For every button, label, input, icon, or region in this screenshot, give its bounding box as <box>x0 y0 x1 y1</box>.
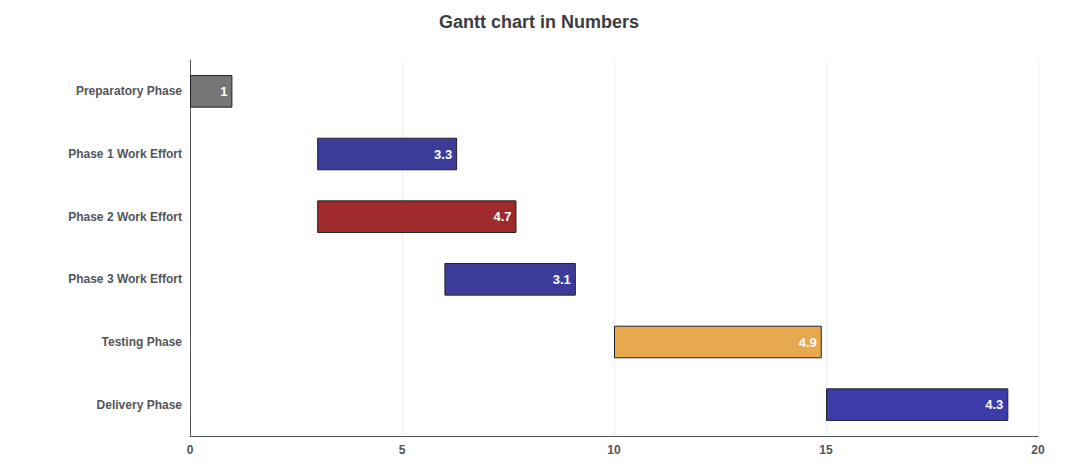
svg-text:Testing Phase: Testing Phase <box>102 335 183 349</box>
svg-text:Preparatory Phase: Preparatory Phase <box>76 84 182 98</box>
svg-text:20: 20 <box>1031 443 1045 457</box>
svg-text:4.7: 4.7 <box>493 209 511 224</box>
svg-text:1: 1 <box>220 84 227 99</box>
svg-text:Phase 3 Work Effort: Phase 3 Work Effort <box>68 272 182 286</box>
svg-text:10: 10 <box>607 443 621 457</box>
svg-text:Delivery Phase: Delivery Phase <box>97 398 183 412</box>
svg-text:Phase 1 Work Effort: Phase 1 Work Effort <box>68 147 182 161</box>
svg-text:Phase 2 Work Effort: Phase 2 Work Effort <box>68 210 182 224</box>
svg-text:Gantt chart in Numbers: Gantt chart in Numbers <box>439 12 639 32</box>
svg-text:3.3: 3.3 <box>434 147 452 162</box>
svg-text:0: 0 <box>187 443 194 457</box>
svg-text:5: 5 <box>399 443 406 457</box>
svg-text:4.3: 4.3 <box>985 397 1003 412</box>
svg-text:4.9: 4.9 <box>799 335 817 350</box>
svg-text:3.1: 3.1 <box>553 272 571 287</box>
svg-text:15: 15 <box>819 443 833 457</box>
